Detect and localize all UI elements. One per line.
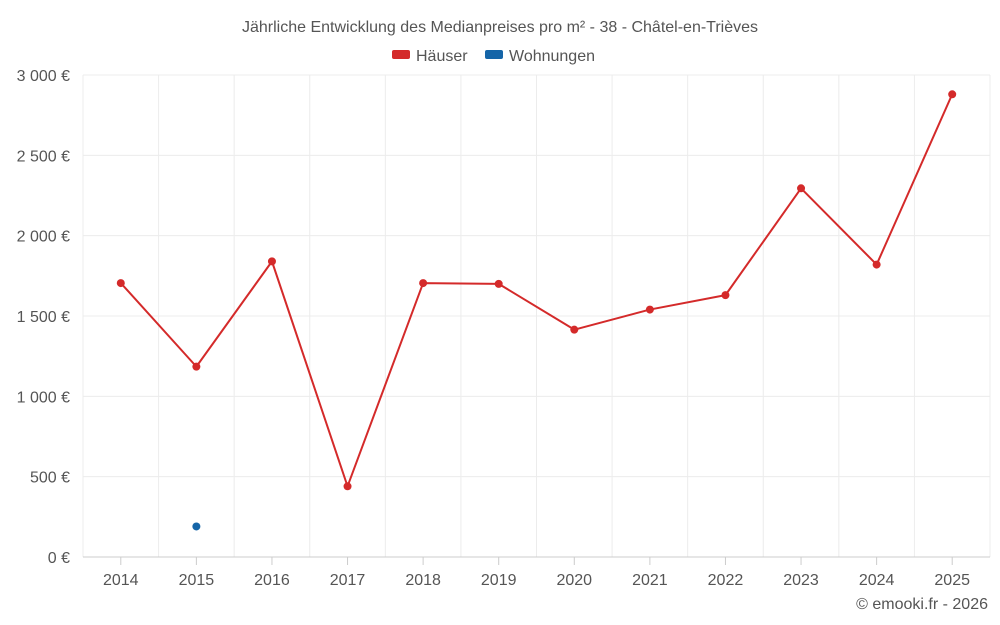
y-tick-label: 1 000 €: [17, 389, 70, 406]
x-tick-label: 2021: [632, 572, 668, 589]
x-tick-label: 2025: [934, 572, 970, 589]
x-tick-label: 2015: [179, 572, 215, 589]
legend: Häuser Wohnungen: [392, 48, 595, 65]
series-line-haeuser: [120, 93, 954, 488]
data-point-haeuser-2014[interactable]: [116, 279, 125, 288]
credit: © emooki.fr - 2026: [856, 596, 988, 613]
chart-title: Jährliche Entwicklung des Medianpreises …: [242, 19, 758, 36]
data-point-haeuser-2024[interactable]: [872, 260, 881, 269]
x-tick-label: 2020: [556, 572, 592, 589]
y-tick-label: 3 000 €: [17, 68, 70, 85]
data-point-haeuser-2025[interactable]: [948, 90, 957, 99]
data-point-wohnungen-2015[interactable]: [192, 522, 201, 531]
data-point-haeuser-2023[interactable]: [797, 184, 806, 193]
legend-label-wohnungen[interactable]: Wohnungen: [509, 48, 595, 65]
x-tick-label: 2023: [783, 572, 819, 589]
data-point-haeuser-2020[interactable]: [570, 325, 579, 334]
legend-label-haeuser[interactable]: Häuser: [416, 48, 468, 65]
y-tick-label: 1 500 €: [17, 309, 70, 326]
x-tick-label: 2024: [859, 572, 895, 589]
data-point-haeuser-2015[interactable]: [192, 362, 201, 371]
x-tick-label: 2014: [103, 572, 139, 589]
x-tick-label: 2022: [708, 572, 744, 589]
y-tick-label: 2 000 €: [17, 229, 70, 246]
data-point-haeuser-2017[interactable]: [343, 482, 352, 491]
y-axis: 0 € 500 € 1 000 € 1 500 € 2 000 € 2 500 € 3 00…: [17, 68, 70, 567]
legend-marker-haeuser[interactable]: [392, 50, 410, 59]
data-point-haeuser-2018[interactable]: [419, 279, 428, 288]
y-tick-label: 2 500 €: [17, 148, 70, 165]
y-tick-label: 0 €: [48, 550, 70, 567]
data-point-haeuser-2021[interactable]: [645, 305, 654, 314]
data-point-haeuser-2022[interactable]: [721, 291, 730, 300]
y-tick-label: 500 €: [30, 470, 70, 487]
x-tick-label: 2019: [481, 572, 517, 589]
grid: [82, 74, 991, 557]
data-point-haeuser-2019[interactable]: [494, 279, 503, 288]
x-tick-label: 2017: [330, 572, 366, 589]
legend-marker-wohnungen[interactable]: [485, 50, 503, 59]
x-tick-label: 2018: [405, 572, 441, 589]
data-point-haeuser-2016[interactable]: [267, 257, 276, 266]
series-layer: [116, 90, 957, 531]
x-axis: 2014 2015 2016 2017 2018 2019 2020 2021 2022 2023…: [83, 556, 990, 589]
x-tick-label: 2016: [254, 572, 290, 589]
